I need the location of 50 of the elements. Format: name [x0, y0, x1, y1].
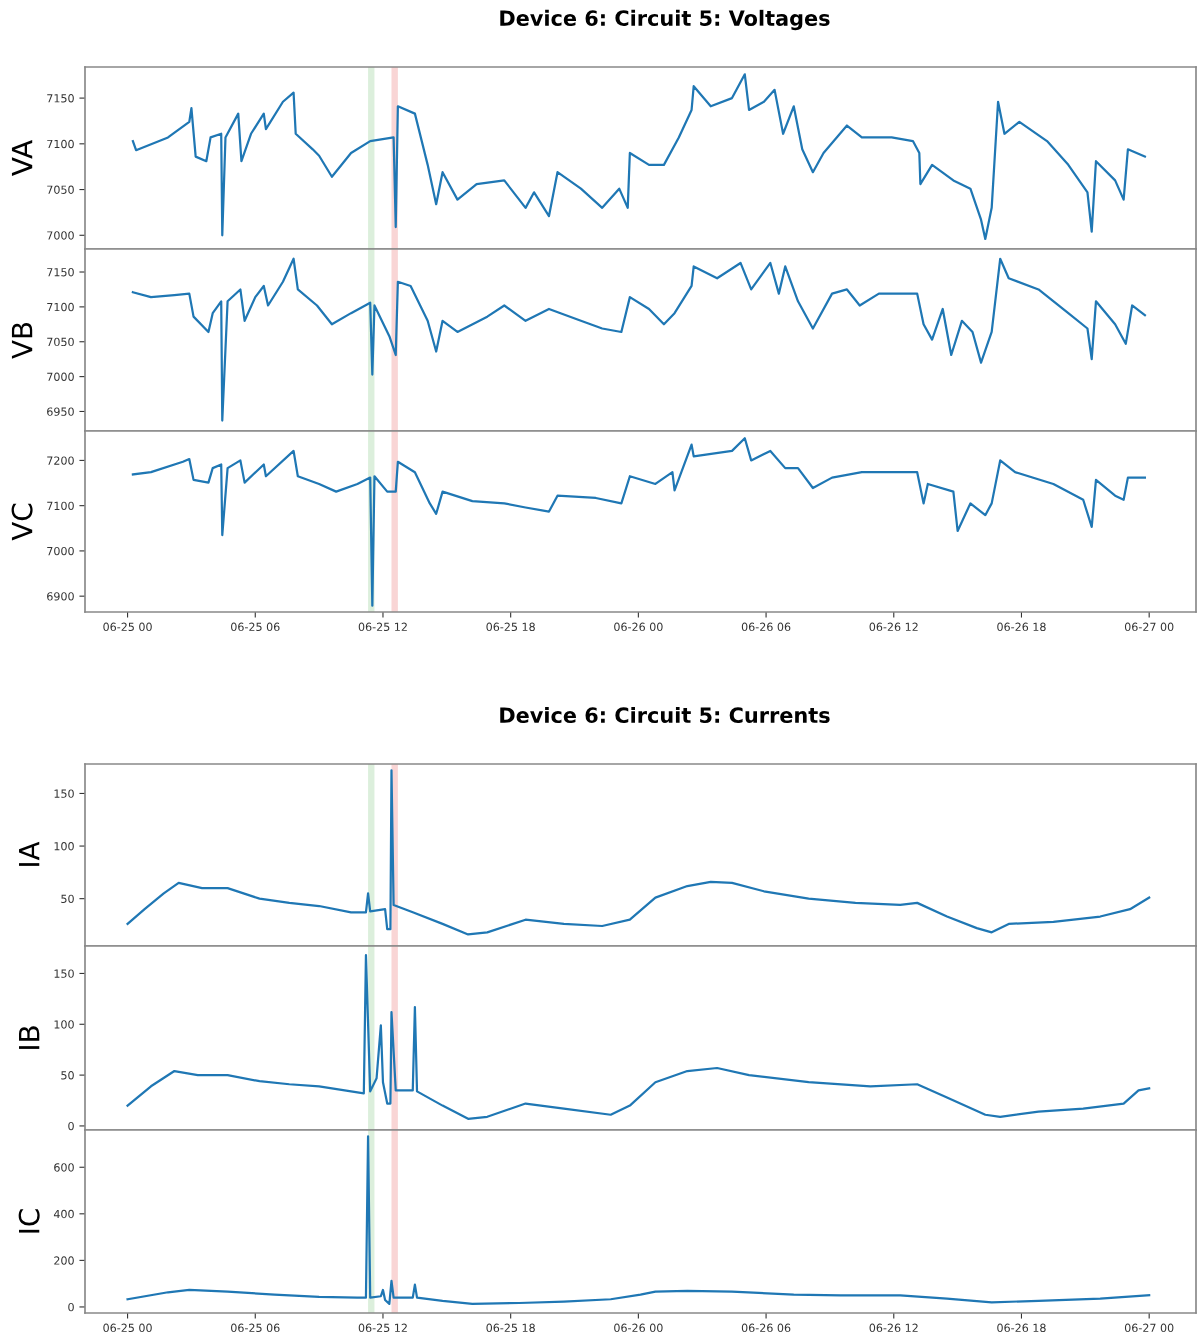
y-tick-label: 7000: [47, 546, 74, 556]
y-tick-label: 7150: [47, 267, 74, 277]
y-tick-label: 7100: [47, 302, 74, 312]
x-tick-label: 06-25 12: [358, 1323, 407, 1333]
y-tick-label: 200: [54, 1256, 74, 1265]
x-tick-label: 06-25 18: [486, 622, 535, 632]
x-tick-label: 06-26 06: [741, 1323, 791, 1333]
y-tick-label: 100: [54, 842, 74, 851]
y-tick-label: 7100: [47, 501, 74, 511]
y-tick-label: 6950: [47, 407, 74, 416]
y-tick-label: 6900: [47, 592, 74, 601]
y-tick-label: 7050: [47, 185, 74, 194]
y-tick-label: 0: [68, 1302, 74, 1312]
chart-title: Device 6: Circuit 5: Currents: [500, 706, 830, 724]
chart-title: Device 6: Circuit 5: Voltages: [500, 9, 830, 31]
x-tick-label: 06-26 00: [614, 1323, 663, 1333]
y-tick-label: 50: [61, 1071, 74, 1080]
x-tick-label: 06-26 06: [741, 622, 791, 632]
y-axis-title: IC: [18, 1209, 40, 1233]
y-tick-label: 7050: [47, 337, 74, 347]
x-tick-label: 06-27 00: [1124, 622, 1174, 632]
y-axis-title: IB: [19, 1026, 40, 1049]
x-tick-label: 06-25 12: [358, 622, 407, 632]
y-axis-title: IA: [19, 841, 40, 866]
y-axis-title: VB: [11, 322, 33, 359]
y-tick-label: 600: [54, 1163, 74, 1172]
y-tick-label: 7100: [47, 139, 74, 149]
y-tick-label: 7000: [47, 231, 74, 240]
y-tick-label: 7000: [47, 372, 74, 381]
y-tick-label: 400: [53, 1209, 74, 1219]
x-tick-label: 06-25 06: [231, 622, 280, 632]
x-tick-label: 06-25 06: [231, 1323, 280, 1333]
y-tick-label: 150: [54, 789, 74, 798]
x-tick-label: 06-27 00: [1124, 1323, 1174, 1333]
y-tick-label: 100: [54, 1020, 74, 1029]
x-tick-label: 06-25 00: [103, 622, 152, 632]
x-tick-label: 06-26 18: [997, 1323, 1046, 1333]
y-tick-label: 7150: [47, 94, 74, 103]
x-tick-label: 06-26 18: [997, 622, 1046, 632]
y-tick-label: 150: [54, 969, 74, 978]
x-tick-label: 06-25 18: [486, 1323, 535, 1333]
y-axis-title: VA: [11, 140, 33, 176]
y-axis-title: VC: [11, 503, 33, 541]
x-tick-label: 06-26 12: [869, 1323, 918, 1333]
y-tick-label: 7200: [47, 456, 74, 465]
y-tick-label: 50: [61, 894, 74, 904]
x-tick-label: 06-26 12: [869, 622, 918, 632]
y-tick-label: 0: [68, 1121, 74, 1131]
x-tick-label: 06-25 00: [103, 1323, 152, 1333]
x-tick-label: 06-26 00: [614, 622, 663, 632]
